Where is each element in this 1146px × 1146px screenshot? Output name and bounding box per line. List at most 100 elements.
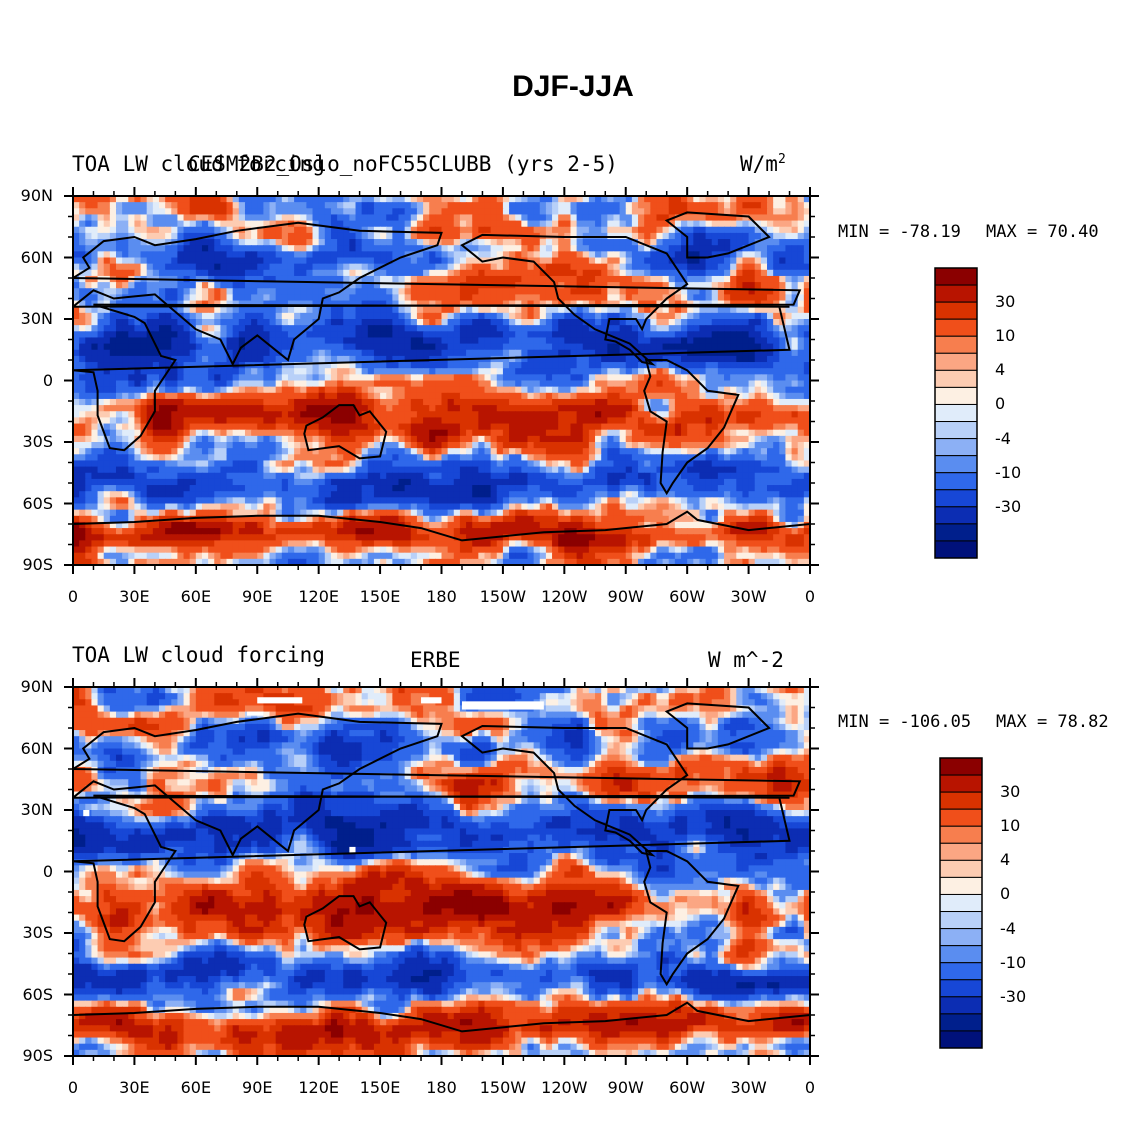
coastline [73, 303, 791, 452]
colorbar-segment [934, 318, 978, 337]
panel2-left-title: TOA LW cloud forcing [72, 643, 325, 667]
x-tick-label: 90E [242, 587, 273, 606]
x-tick-label: 90W [607, 1078, 644, 1097]
coastline [643, 850, 740, 987]
colorbar-segment [939, 893, 983, 913]
y-tick-label: 30S [22, 923, 53, 942]
y-tick-label: 90N [20, 677, 53, 696]
coastline [73, 794, 791, 943]
panel2-units: W m^-2 [708, 648, 784, 672]
colorbar-segment [939, 859, 983, 878]
coastline [73, 510, 810, 565]
x-tick-label: 90W [607, 587, 644, 606]
colorbar-label: -30 [1000, 986, 1027, 1006]
colorbar-segment [939, 842, 983, 861]
x-tick-label: 60W [669, 587, 706, 606]
x-tick-label: 60E [180, 1078, 212, 1097]
colorbar-segment [934, 438, 978, 457]
coastline [303, 895, 388, 951]
x-tick-label: 60W [669, 1078, 706, 1097]
colorbar-segment [934, 489, 978, 508]
colorbar-segment [939, 928, 983, 947]
colorbar-segment [934, 352, 978, 371]
panel1-center-title: CESM2B2_Oslo_noFC55CLUBB (yrs 2-5) [188, 152, 618, 176]
coastline [460, 724, 689, 857]
colorbar-segment [939, 808, 983, 827]
colorbar-segment [939, 757, 983, 776]
colorbar-segment [934, 472, 978, 491]
colorbar-label: 0 [995, 394, 1006, 414]
panel1-units: W/m2 [740, 152, 786, 176]
coastline [73, 1001, 810, 1056]
panel2-max: MAX = 78.82 [996, 712, 1109, 732]
coastline [460, 233, 689, 366]
x-tick-label: 0 [67, 1078, 79, 1097]
colorbar-segment [934, 540, 978, 559]
coastline [73, 221, 802, 367]
missing-data-patch [349, 846, 356, 854]
colorbar-segment [939, 945, 983, 964]
colorbar-label: -10 [995, 462, 1022, 482]
colorbar-segment [939, 825, 983, 844]
panel1-min: MIN = -78.19 [838, 222, 961, 242]
colorbar-segment [939, 911, 983, 930]
colorbar-segment [934, 386, 978, 405]
colorbar-label: 30 [1000, 782, 1021, 802]
x-tick-label: 30W [730, 587, 767, 606]
x-tick-label: 150W [479, 1078, 527, 1097]
colorbar-segment [939, 1030, 983, 1049]
coastline [664, 211, 771, 259]
panel1-units-sup: 2 [777, 152, 786, 167]
colorbar-label: 4 [1000, 850, 1011, 870]
colorbar-segment [934, 369, 978, 388]
x-tick-label: 30E [119, 587, 150, 606]
x-tick-label: 180 [426, 1078, 457, 1097]
colorbar-segment [939, 1013, 983, 1032]
y-tick-label: 0 [42, 370, 53, 390]
colorbar-label: -4 [1000, 918, 1016, 938]
colorbar-1 [934, 267, 978, 559]
panel1-units-text: W/m [740, 152, 778, 176]
coastline [643, 359, 740, 496]
missing-data-patch [83, 810, 90, 817]
colorbar-label: 4 [995, 360, 1006, 380]
colorbar-label: 30 [995, 292, 1016, 312]
contour-field-1 [73, 196, 810, 565]
y-tick-label: 30N [20, 800, 53, 819]
panel1-max: MAX = 70.40 [986, 222, 1099, 242]
x-tick-label: 180 [426, 587, 457, 606]
x-tick-label: 120W [541, 587, 588, 606]
colorbar-segment [939, 774, 983, 793]
x-tick-label: 150W [479, 587, 527, 606]
colorbar-segment [934, 284, 978, 303]
x-tick-label: 30E [119, 1078, 150, 1097]
x-tick-label: 0 [804, 1078, 816, 1097]
colorbar-label: -4 [995, 428, 1011, 448]
coastlines-1 [73, 211, 810, 565]
missing-data-patch [421, 697, 442, 704]
y-tick-label: 60N [20, 247, 53, 267]
x-tick-label: 120E [298, 587, 339, 606]
y-tick-label: 90N [20, 186, 53, 205]
colorbar-segment [939, 979, 983, 998]
y-tick-label: 90S [22, 1046, 53, 1065]
panel1-left-title: TOA LW cloud forcing [72, 152, 325, 176]
y-tick-label: 60S [22, 984, 53, 1004]
colorbar-frame [934, 267, 978, 559]
coastline [303, 404, 388, 460]
contour-field-2 [73, 687, 810, 1056]
colorbar-segment [939, 876, 983, 895]
y-tick-label: 60N [20, 738, 53, 758]
panel2-center-title: ERBE [410, 648, 461, 672]
colorbar-label: 10 [995, 326, 1016, 346]
colorbar-segment [934, 301, 978, 320]
map-panel-1 [64, 187, 819, 574]
x-tick-label: 150E [359, 587, 401, 606]
coastline [73, 712, 802, 858]
colorbar-label: 0 [1000, 884, 1011, 904]
x-tick-label: 0 [67, 587, 79, 606]
colorbar-label: -10 [1000, 952, 1027, 972]
x-tick-label: 0 [804, 587, 816, 606]
colorbar-label: 10 [1000, 816, 1021, 836]
